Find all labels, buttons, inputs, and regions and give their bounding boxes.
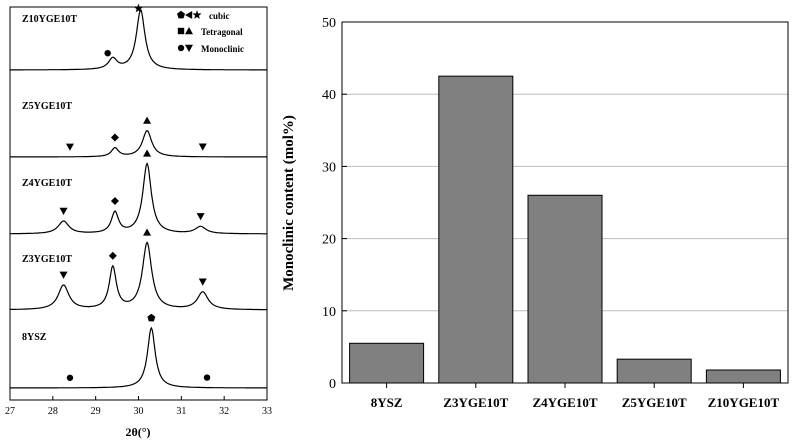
- legend-symbol-down-triangle: [185, 44, 193, 52]
- xrd-x-tick-label: 28: [48, 406, 58, 417]
- bar-y-tick-label: 40: [322, 88, 336, 103]
- legend-label: Tetragonal: [201, 27, 243, 37]
- xrd-peak-marker-pentagon: [147, 313, 156, 322]
- legend-symbol-pentagon: [177, 10, 185, 19]
- bar-z5yge10t: [616, 358, 692, 384]
- legend-symbol-square: [177, 27, 185, 35]
- bar-category-label: 8YSZ: [371, 395, 403, 410]
- xrd-series-label: Z10YGE10T: [22, 14, 77, 25]
- xrd-pattern-z3yge10t: [9, 241, 267, 311]
- bar-category-label: Z3YGE10T: [443, 395, 508, 410]
- bar-y-tick-label: 50: [322, 16, 336, 31]
- xrd-x-tick-label: 27: [5, 406, 15, 417]
- xrd-peak-marker-up-triangle: [143, 116, 152, 124]
- xrd-series-label: Z5YGE10T: [22, 101, 72, 112]
- xrd-peak-marker-down-triangle: [59, 207, 68, 215]
- bar-category-label: Z4YGE10T: [532, 395, 597, 410]
- xrd-peak-marker-circle: [104, 49, 111, 57]
- xrd-series-label: 8YSZ: [22, 332, 47, 343]
- xrd-peak-marker-up-triangle: [143, 228, 152, 236]
- xrd-peak-marker-circle: [203, 374, 211, 381]
- xrd-x-tick-label: 31: [176, 406, 186, 417]
- legend-symbol-up-triangle: [185, 27, 193, 35]
- xrd-pattern-8ysz: [10, 326, 267, 389]
- bar-y-axis-label: Monoclinic content (mol%): [281, 115, 297, 291]
- bar-8ysz: [349, 342, 425, 384]
- bar-z3yge10t: [438, 75, 514, 384]
- xrd-series-label: Z4YGE10T: [22, 178, 72, 189]
- xrd-pattern-z10yge10t: [10, 9, 267, 71]
- xrd-pattern-z5yge10t: [10, 129, 267, 158]
- bar-y-tick-label: 10: [322, 305, 336, 320]
- xrd-peak-marker-circle: [66, 374, 74, 381]
- xrd-series-label: Z3YGE10T: [22, 254, 72, 265]
- xrd-peak-marker-down-triangle: [59, 271, 68, 279]
- xrd-peak-marker-down-triangle: [198, 278, 207, 286]
- bar-y-tick-label: 0: [329, 377, 336, 392]
- xrd-pattern-z4yge10t: [10, 162, 267, 235]
- xrd-x-tick-label: 30: [134, 406, 144, 417]
- bar-y-tick-label: 30: [322, 160, 336, 175]
- legend-label: Monoclinic: [201, 44, 244, 54]
- bar-z10yge10t: [705, 369, 781, 384]
- xrd-peak-marker-star: [133, 3, 144, 13]
- bar-y-tick-label: 20: [322, 233, 336, 248]
- xrd-x-tick-label: 29: [91, 406, 101, 417]
- xrd-x-axis-label: 2θ(°): [125, 425, 150, 439]
- legend-symbol-circle: [177, 44, 185, 52]
- legend-symbol-left-triangle: [185, 11, 193, 19]
- xrd-peak-marker-diamond: [110, 133, 119, 142]
- xrd-x-tick-label: 32: [219, 406, 229, 417]
- xrd-peak-marker-down-triangle: [65, 143, 74, 151]
- xrd-x-tick-label: 33: [262, 406, 272, 417]
- xrd-chart: Z10YGE10T Z5YGE10T Z4YGE10T Z3YGE10T 8YSZ 27…: [5, 3, 272, 439]
- legend-label: cubic: [209, 11, 230, 21]
- bar-z4yge10t: [527, 194, 603, 384]
- xrd-peak-marker-up-triangle: [143, 149, 152, 157]
- xrd-peak-marker-diamond: [108, 251, 117, 260]
- xrd-legend: cubic Tetragonal Monoclinic: [177, 10, 244, 54]
- legend-symbol-star: [192, 10, 202, 19]
- xrd-peak-marker-down-triangle: [196, 213, 205, 221]
- bar-category-label: Z10YGE10T: [708, 395, 780, 410]
- xrd-peak-marker-down-triangle: [198, 143, 207, 151]
- bar-category-label: Z5YGE10T: [622, 395, 687, 410]
- xrd-peak-marker-diamond: [110, 197, 119, 206]
